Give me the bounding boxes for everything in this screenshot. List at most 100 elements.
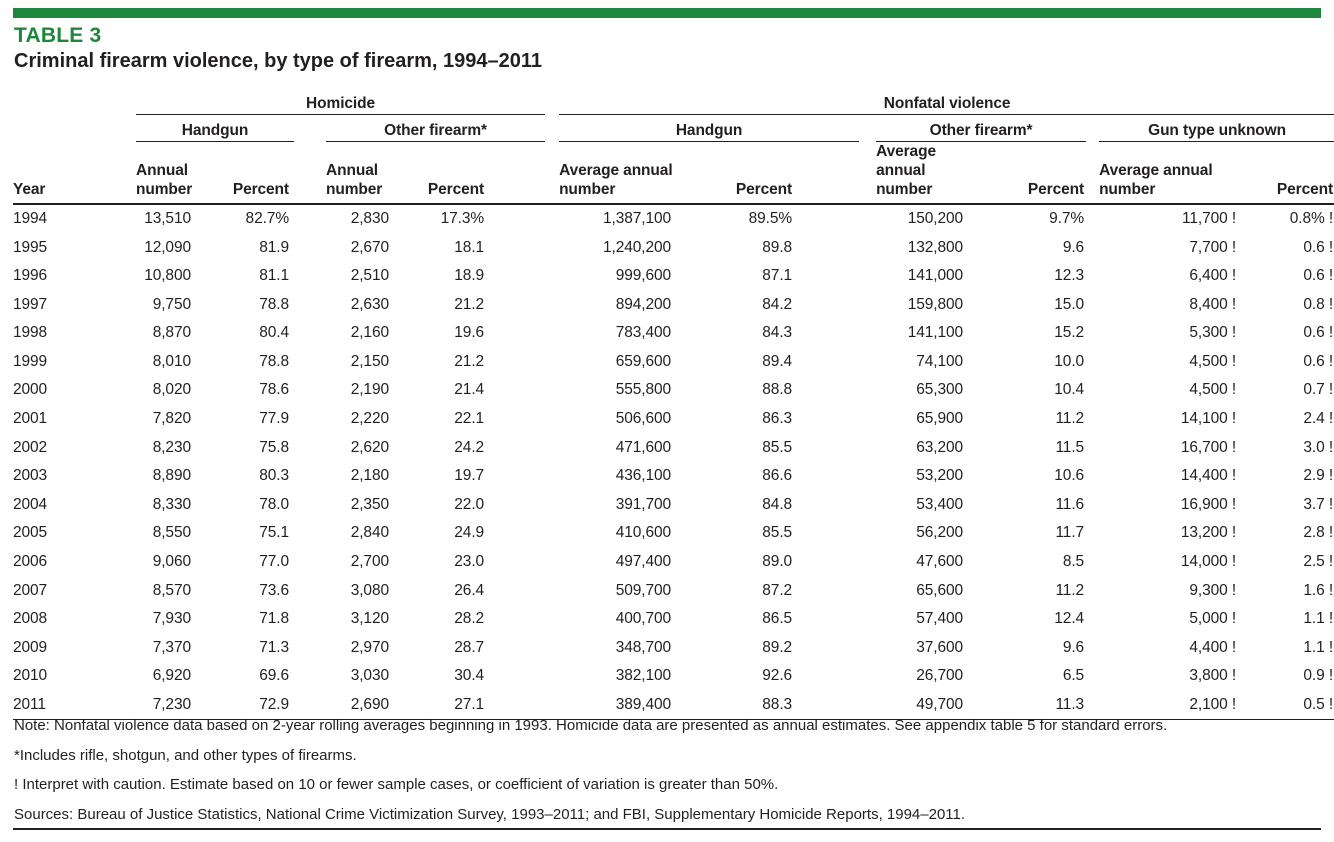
year-cell: 1994: [13, 209, 48, 227]
value-cell: 89.2: [762, 638, 793, 656]
spacer-cell: [1086, 204, 1099, 234]
spacer-cell: [545, 634, 559, 663]
value-cell: 78.8: [259, 352, 289, 370]
value-cell: 14,100 !: [1180, 410, 1237, 428]
value-cell: 3,120: [350, 610, 389, 628]
subgroup-homicide-other-firearm: Other firearm*: [326, 114, 546, 142]
spacer-cell: [294, 204, 326, 234]
year-cell: 2009: [13, 638, 48, 656]
spacer-cell: [545, 405, 559, 434]
subgroup-header-row: Handgun Other firearm* Handgun Other fir…: [13, 114, 1334, 142]
spacer-cell: [545, 290, 559, 319]
spacer-cell: [1086, 405, 1099, 434]
value-cell: 2,690: [326, 690, 394, 721]
value-cell: 11.5: [1055, 438, 1085, 456]
column-header-percent: Percent: [973, 141, 1087, 205]
year-cell: 2011: [13, 690, 136, 721]
spacer-cell: [545, 662, 559, 691]
spacer-cell: [859, 662, 876, 691]
spacer-cell: [859, 519, 876, 548]
spacer-cell: [859, 348, 876, 377]
value-cell: 89.4: [762, 352, 793, 370]
value-cell: 2,190: [350, 381, 389, 399]
value-cell: 141,100: [907, 324, 964, 342]
table-body: 1994 13,510 82.7% 2,830 17.3% 1,387,100 89.5% 1…: [13, 204, 1334, 721]
value-cell: 2,150: [350, 352, 389, 370]
spacer-cell: [545, 90, 559, 114]
value-cell: 141,000: [907, 267, 964, 285]
value-cell: 2.5 !: [1303, 553, 1334, 571]
spacer-cell: [859, 376, 876, 405]
value-cell: 10.6: [1054, 467, 1085, 485]
value-cell: 3.0 !: [1303, 438, 1334, 456]
value-cell: 0.7 !: [1303, 381, 1334, 399]
value-cell: 86.6: [762, 467, 793, 485]
value-cell: 509,700: [615, 581, 672, 599]
group-header-homicide: Homicide: [136, 90, 546, 115]
value-cell: 3,030: [350, 667, 389, 685]
value-cell: 24.9: [454, 524, 485, 542]
table-row: 2007 8,570 73.6 3,080 26.4 509,700 87.2 65,600 1…: [13, 576, 1334, 605]
value-cell: 11.3: [973, 690, 1087, 721]
value-cell: 1.6 !: [1303, 581, 1334, 599]
spacer-cell: [859, 548, 876, 577]
value-cell: 3.7 !: [1303, 495, 1334, 513]
table-notes: Note: Nonfatal violence data based on 2-…: [14, 716, 1322, 834]
column-header-percent: Percent: [196, 141, 294, 205]
value-cell: 14,400 !: [1180, 467, 1237, 485]
value-cell: 2,970: [350, 638, 389, 656]
table-row: 2004 8,330 78.0 2,350 22.0 391,700 84.8 53,400 1…: [13, 491, 1334, 520]
spacer-cell: [1086, 519, 1099, 548]
year-cell: 1998: [13, 324, 48, 342]
year-cell: 1997: [13, 295, 48, 313]
spacer-cell: [859, 634, 876, 663]
value-cell: 348,700: [615, 638, 672, 656]
spacer-cell: [294, 290, 326, 319]
value-cell: 783,400: [615, 324, 672, 342]
column-header-average-annual-number: Average annual number: [876, 141, 974, 205]
value-cell: 1.1 !: [1303, 610, 1334, 628]
value-cell: 497,400: [615, 553, 672, 571]
value-cell: 16,700 !: [1180, 438, 1237, 456]
value-cell: 0.6 !: [1303, 324, 1334, 342]
value-cell: 28.2: [454, 610, 485, 628]
value-cell: 78.0: [259, 495, 289, 513]
value-cell: 150,200: [907, 209, 964, 227]
spacer-cell: [545, 690, 560, 721]
value-cell: 8,330: [152, 495, 191, 513]
table-row: 1996 10,800 81.1 2,510 18.9 999,600 87.1 141,00…: [13, 262, 1334, 291]
value-cell: 63,200: [916, 438, 964, 456]
note-sources: Sources: Bureau of Justice Statistics, N…: [14, 805, 966, 823]
value-cell: 159,800: [907, 295, 964, 313]
value-cell: 400,700: [615, 610, 672, 628]
table-row: 2009 7,370 71.3 2,970 28.7 348,700 89.2 37,600 9…: [13, 634, 1334, 663]
value-cell: 47,600: [916, 553, 964, 571]
value-cell: 11.6: [1055, 495, 1085, 513]
table-row: 2001 7,820 77.9 2,220 22.1 506,600 86.3 65,900 1…: [13, 405, 1334, 434]
accent-bar: [13, 8, 1321, 18]
spacer-cell: [1086, 290, 1099, 319]
value-cell: 72.9: [196, 690, 294, 721]
value-cell: 21.4: [454, 381, 485, 399]
spacer-cell: [859, 319, 876, 348]
value-cell: 8,400 !: [1189, 295, 1237, 313]
value-cell: 14,000 !: [1180, 553, 1237, 571]
year-cell: 2002: [13, 438, 48, 456]
spacer-cell: [545, 262, 559, 291]
value-cell: 84.3: [762, 324, 793, 342]
value-cell: 0.6 !: [1303, 267, 1334, 285]
subgroup-homicide-handgun: Handgun: [136, 114, 294, 142]
spacer-cell: [859, 690, 877, 721]
value-cell: 65,900: [916, 410, 964, 428]
value-cell: 86.3: [762, 410, 793, 428]
value-cell: 6,400 !: [1189, 267, 1237, 285]
value-cell: 8,870: [152, 324, 191, 342]
value-cell: 2,350: [350, 495, 389, 513]
value-cell: 74,100: [916, 352, 964, 370]
year-cell: 2008: [13, 610, 48, 628]
spacer-cell: [1086, 233, 1099, 262]
table-row: 2011 7,230 72.9 2,690 27.1 389,400 88.3 49,700 1…: [13, 690, 1334, 721]
spacer-cell: [859, 576, 876, 605]
spacer-cell: [294, 576, 326, 605]
spacer-cell: [1086, 376, 1099, 405]
